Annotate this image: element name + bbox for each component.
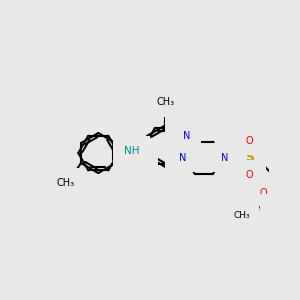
Text: CH₃: CH₃ <box>234 211 250 220</box>
Text: CH₃: CH₃ <box>56 178 75 188</box>
Text: N: N <box>221 153 228 163</box>
Text: N: N <box>175 159 182 169</box>
Text: O: O <box>245 136 253 146</box>
Text: N: N <box>184 131 191 141</box>
Text: N: N <box>179 153 187 163</box>
Text: CH₂: CH₂ <box>244 203 261 212</box>
Text: CH₃: CH₃ <box>156 97 174 107</box>
Text: S: S <box>245 151 254 164</box>
Text: N: N <box>141 153 149 163</box>
Text: O: O <box>260 188 267 199</box>
Text: O: O <box>245 169 253 180</box>
Text: N: N <box>175 123 182 133</box>
Text: NH: NH <box>124 146 139 156</box>
